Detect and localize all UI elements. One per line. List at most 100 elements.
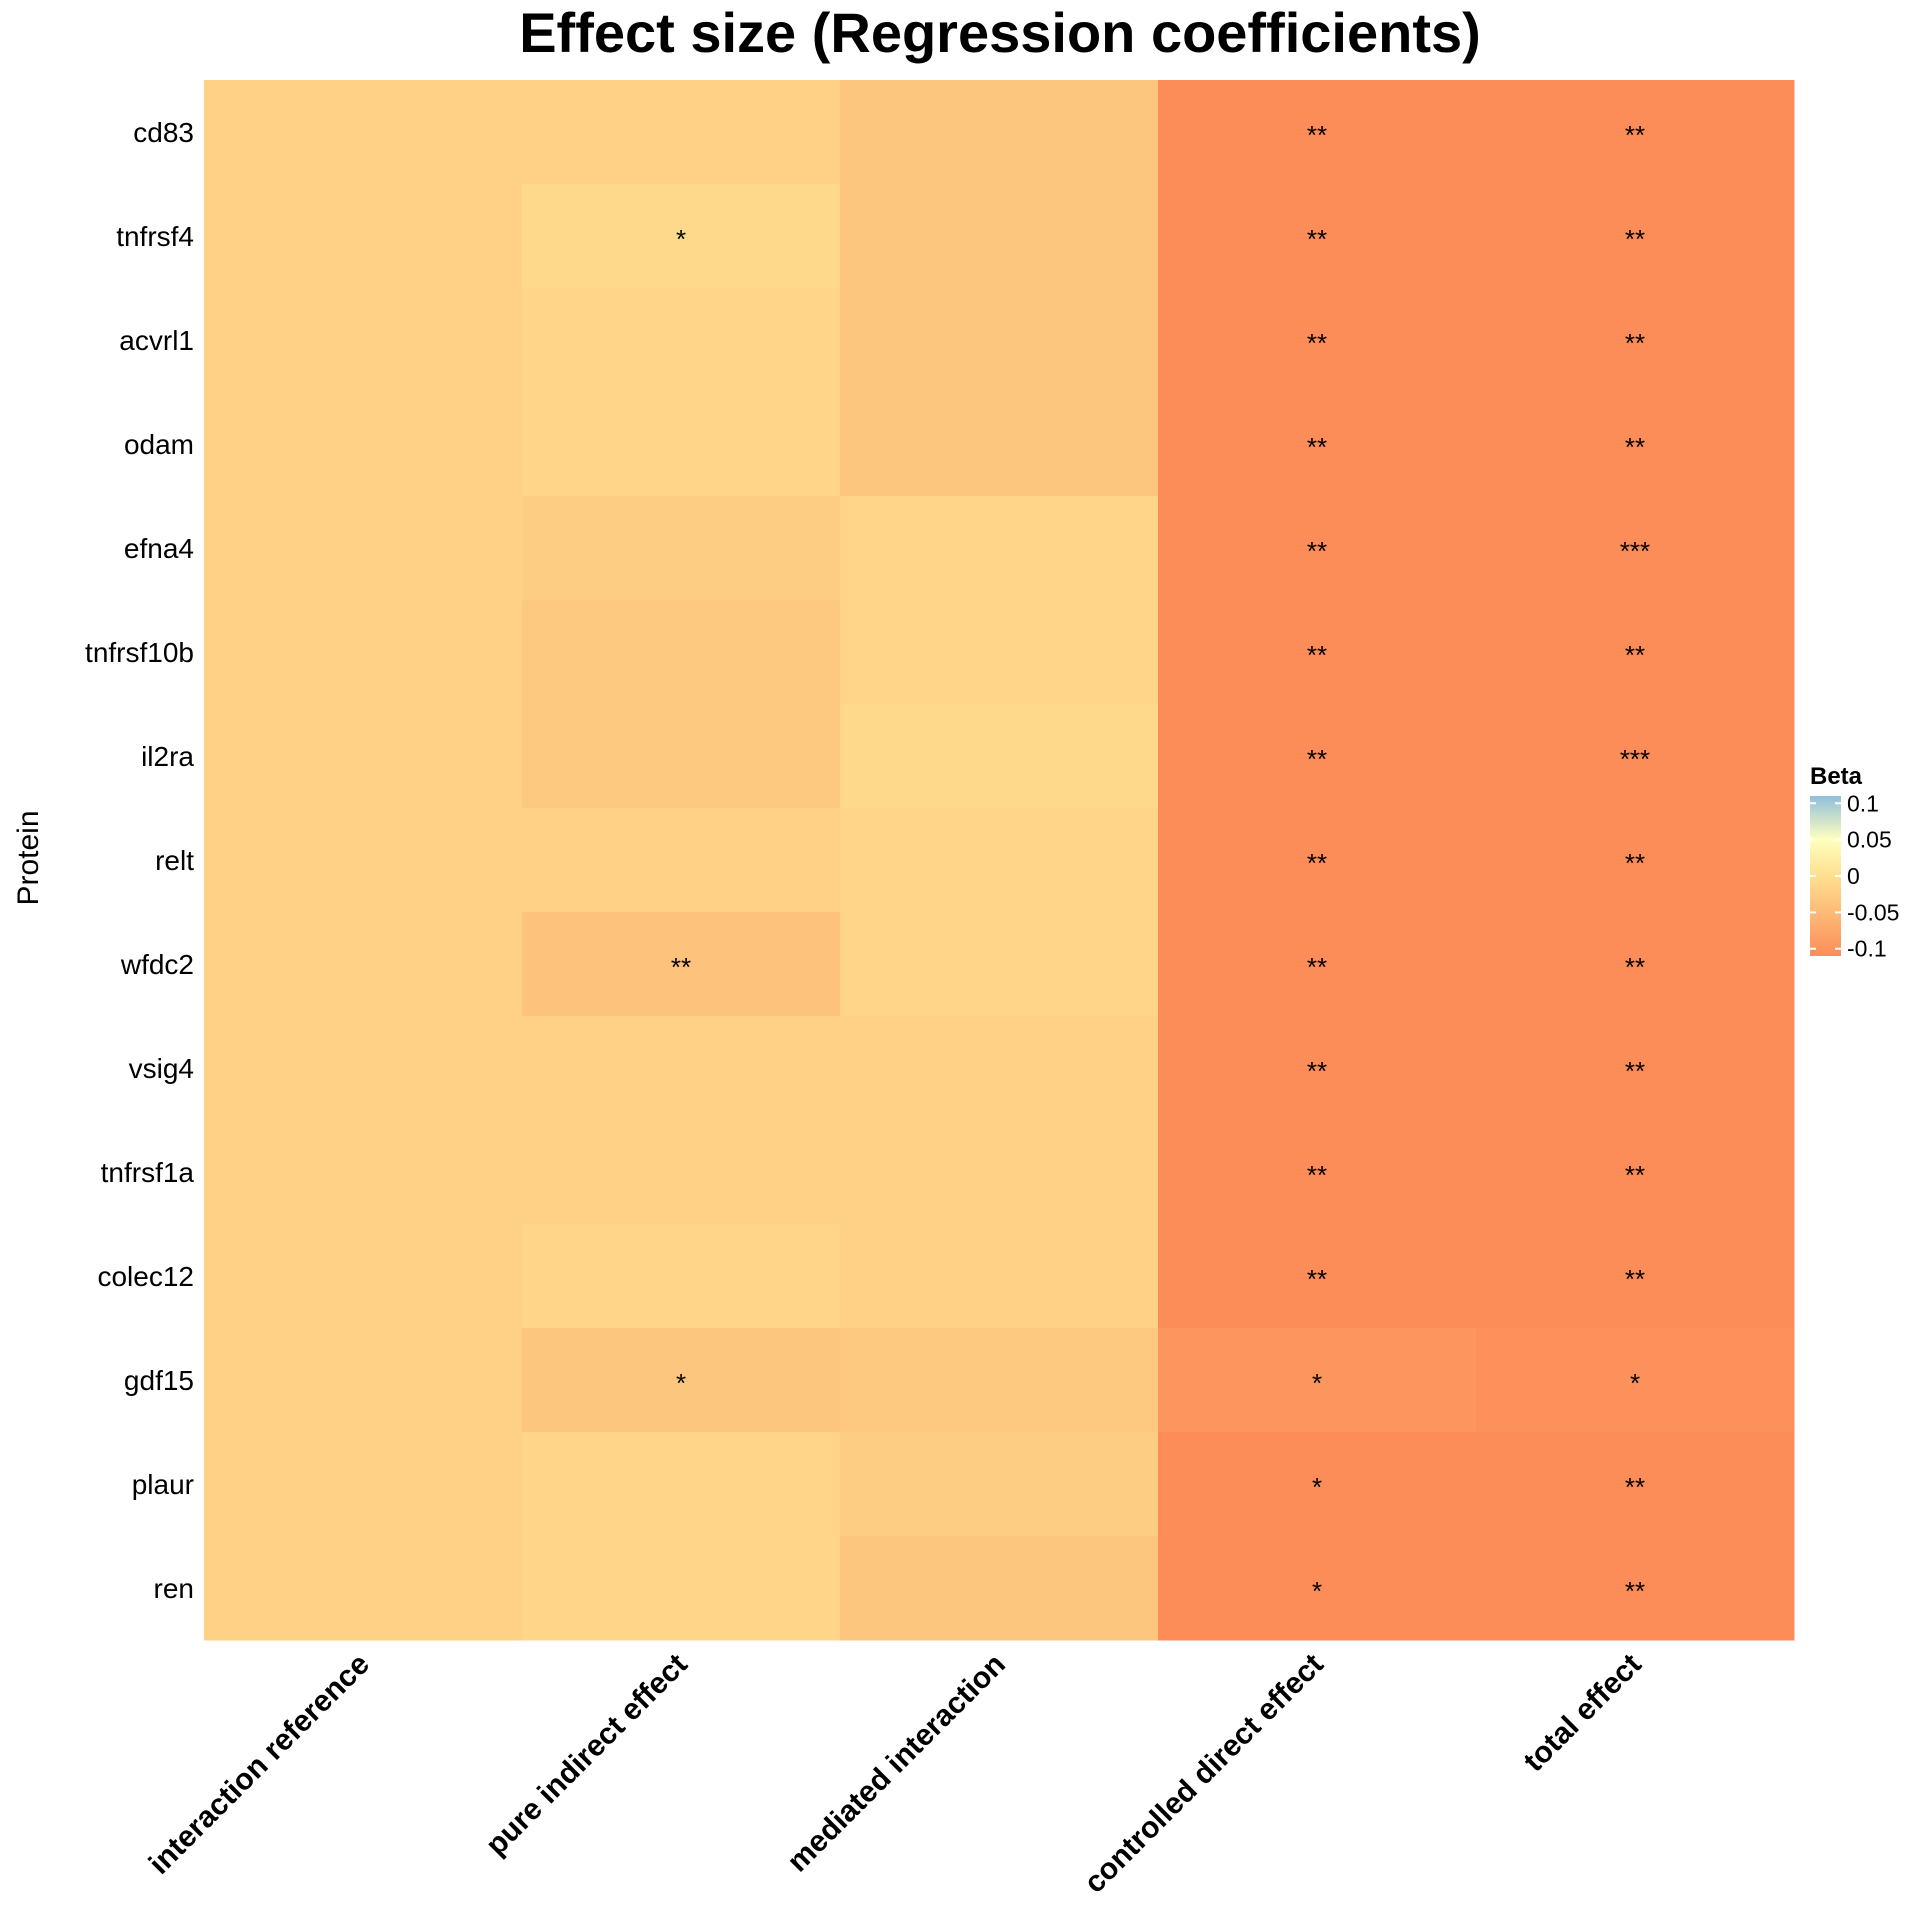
row-label: relt — [155, 845, 194, 876]
heatmap-cell — [1158, 1224, 1477, 1329]
significance-label: * — [1312, 1472, 1322, 1502]
column-label: pure indirect effect — [480, 1648, 694, 1862]
heatmap-cell — [522, 704, 841, 809]
significance-annotations: ** *** ** **** **** **** ***** **** ***** **** ** *… — [671, 120, 1650, 1606]
heatmap-cell — [522, 1016, 841, 1121]
heatmap-cell — [522, 1432, 841, 1537]
heatmap-cell — [1476, 1120, 1795, 1225]
row-label: tnfrsf4 — [116, 221, 194, 252]
heatmap-cell — [522, 496, 841, 601]
heatmap-cell — [204, 1120, 523, 1225]
heatmap-cell — [204, 1432, 523, 1537]
heatmap-cell — [204, 1016, 523, 1121]
significance-label: ** — [1307, 640, 1327, 670]
legend-tick-label: 0.1 — [1847, 790, 1879, 816]
significance-label: ** — [1625, 1576, 1645, 1606]
heatmap-cell — [1158, 184, 1477, 289]
heatmap-cell — [522, 600, 841, 705]
row-label: acvrl1 — [119, 325, 194, 356]
heatmap-cell — [1476, 912, 1795, 1017]
heatmap-cell — [840, 912, 1159, 1017]
significance-label: * — [1630, 1368, 1640, 1398]
significance-label: ** — [1625, 952, 1645, 982]
heatmap-cell — [204, 912, 523, 1017]
heatmap-cell — [1476, 288, 1795, 393]
significance-label: ** — [1625, 1160, 1645, 1190]
heatmap-cell — [840, 392, 1159, 497]
row-label: vsig4 — [129, 1053, 194, 1084]
heatmap-cell — [522, 1536, 841, 1641]
significance-label: ** — [1307, 1160, 1327, 1190]
heatmap-cell — [204, 1224, 523, 1329]
column-label: interaction reference — [143, 1648, 376, 1881]
significance-label: ** — [1625, 328, 1645, 358]
heatmap-cell — [840, 184, 1159, 289]
legend-tick-label: 0.05 — [1847, 827, 1892, 853]
heatmap-cell — [204, 1536, 523, 1641]
heatmap-cell — [840, 808, 1159, 913]
heatmap-cell — [522, 392, 841, 497]
heatmap-cell — [1476, 1224, 1795, 1329]
chart-title: Effect size (Regression coefficients) — [519, 1, 1481, 64]
row-label: ren — [154, 1573, 194, 1604]
legend-tick-label: -0.1 — [1847, 936, 1887, 962]
row-label: tnfrsf10b — [85, 637, 194, 668]
color-legend: Beta 0.1 0.05 0 -0.05 -0.1 — [1810, 763, 1899, 962]
heatmap-cell — [1158, 496, 1477, 601]
heatmap-cell — [1158, 392, 1477, 497]
heatmap-cell — [1476, 1328, 1795, 1433]
heatmap-cell — [1158, 600, 1477, 705]
significance-label: ** — [1625, 1472, 1645, 1502]
heatmap-cell — [522, 288, 841, 393]
heatmap-cell — [1476, 496, 1795, 601]
row-label: cd83 — [133, 117, 194, 148]
y-axis-label: Protein — [12, 810, 45, 905]
row-label: wfdc2 — [120, 949, 194, 980]
column-label: controlled direct effect — [1078, 1648, 1330, 1900]
significance-label: ** — [1625, 640, 1645, 670]
significance-label: ** — [1307, 744, 1327, 774]
heatmap-cell — [1476, 392, 1795, 497]
heatmap-cell — [840, 1536, 1159, 1641]
significance-label: ** — [1307, 328, 1327, 358]
heatmap-cell — [1476, 80, 1795, 185]
significance-label: ** — [1307, 224, 1327, 254]
significance-label: ** — [671, 952, 691, 982]
legend-tick-label: 0 — [1847, 863, 1860, 889]
heatmap-cell — [840, 80, 1159, 185]
heatmap-cell — [1158, 1328, 1477, 1433]
heatmap-cell — [1158, 288, 1477, 393]
significance-label: ** — [1625, 1264, 1645, 1294]
significance-label: * — [676, 224, 686, 254]
significance-label: *** — [1620, 744, 1650, 774]
heatmap-cell — [522, 184, 841, 289]
heatmap-cell — [1476, 600, 1795, 705]
row-label: tnfrsf1a — [101, 1157, 195, 1188]
heatmap-cells — [204, 80, 1795, 1641]
heatmap-cell — [840, 704, 1159, 809]
heatmap-cell — [840, 288, 1159, 393]
heatmap-cell — [522, 912, 841, 1017]
significance-label: * — [1312, 1576, 1322, 1606]
heatmap-cell — [204, 496, 523, 601]
row-label: odam — [124, 429, 194, 460]
heatmap-cell — [840, 496, 1159, 601]
significance-label: *** — [1620, 536, 1650, 566]
legend-ticks: 0.1 0.05 0 -0.05 -0.1 — [1810, 790, 1899, 962]
significance-label: ** — [1307, 1056, 1327, 1086]
significance-label: ** — [1307, 120, 1327, 150]
heatmap-cell — [522, 1120, 841, 1225]
heatmap-cell — [1476, 1016, 1795, 1121]
heatmap-cell — [840, 1120, 1159, 1225]
heatmap-cell — [1476, 808, 1795, 913]
significance-label: ** — [1625, 120, 1645, 150]
heatmap-cell — [840, 1224, 1159, 1329]
significance-label: ** — [1307, 848, 1327, 878]
significance-label: ** — [1307, 1264, 1327, 1294]
heatmap-cell — [1158, 1120, 1477, 1225]
row-label: il2ra — [141, 741, 194, 772]
heatmap-cell — [1158, 80, 1477, 185]
legend-tick-label: -0.05 — [1847, 899, 1899, 925]
